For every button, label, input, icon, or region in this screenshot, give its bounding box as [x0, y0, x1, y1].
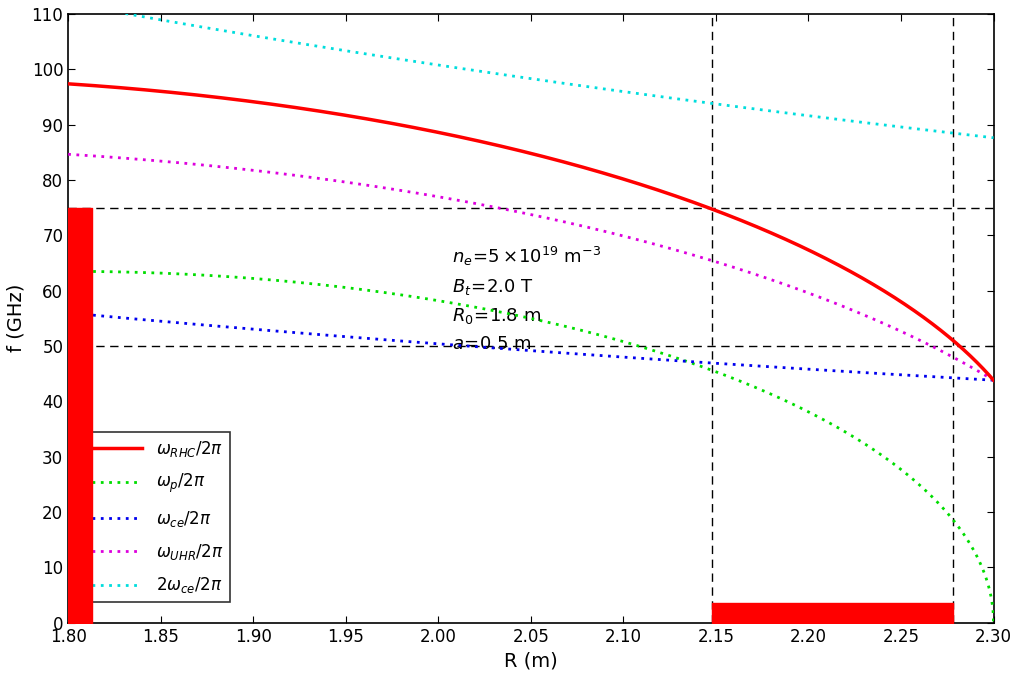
- X-axis label: R (m): R (m): [504, 651, 557, 670]
- Text: $n_e\!=\!5\times\!10^{19}$ m$^{-3}$
$B_t\!=\!2.0$ T
$R_0\!=\!1.8$ m
$a\!=\!0.5$ : $n_e\!=\!5\times\!10^{19}$ m$^{-3}$ $B_t…: [452, 245, 601, 353]
- Y-axis label: f (GHz): f (GHz): [7, 284, 25, 353]
- Legend: $\omega_{RHC}/2\pi$, $\omega_p/2\pi$, $\omega_{ce}/2\pi$, $\omega_{UHR}/2\pi$, $: $\omega_{RHC}/2\pi$, $\omega_p/2\pi$, $\…: [86, 433, 230, 602]
